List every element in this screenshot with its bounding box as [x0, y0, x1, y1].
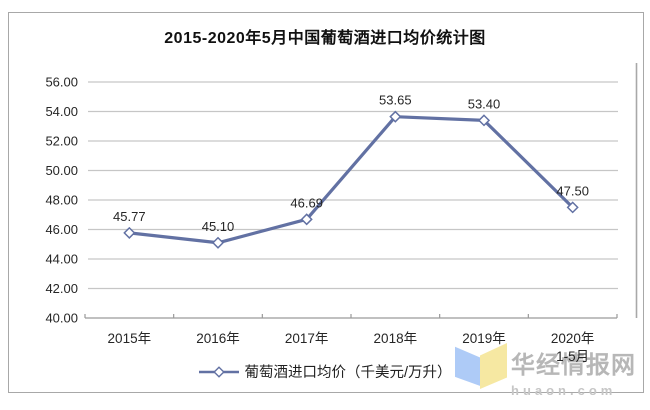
svg-text:2020年: 2020年	[551, 331, 595, 346]
chart-outer-border	[8, 12, 644, 393]
svg-text:45.77: 45.77	[113, 209, 146, 224]
svg-text:45.10: 45.10	[202, 219, 235, 234]
svg-text:53.40: 53.40	[468, 96, 501, 111]
svg-text:47.50: 47.50	[556, 183, 589, 198]
chart-title: 2015-2020年5月中国葡萄酒进口均价统计图	[164, 30, 486, 47]
svg-text:52.00: 52.00	[45, 134, 78, 149]
svg-text:44.00: 44.00	[45, 252, 78, 267]
svg-text:50.00: 50.00	[45, 163, 78, 178]
svg-text:42.00: 42.00	[45, 281, 78, 296]
legend-series-label: 葡萄酒进口均价（千美元/万升）	[244, 365, 452, 381]
svg-text:1-5月: 1-5月	[556, 349, 589, 364]
chart-legend: 葡萄酒进口均价（千美元/万升）	[0, 361, 650, 382]
svg-text:2019年: 2019年	[462, 331, 506, 346]
svg-text:2018年: 2018年	[374, 331, 418, 346]
svg-text:56.00: 56.00	[45, 75, 78, 90]
svg-text:2017年: 2017年	[285, 331, 329, 346]
svg-text:46.69: 46.69	[290, 195, 323, 210]
svg-text:2015年: 2015年	[108, 331, 152, 346]
svg-text:2016年: 2016年	[196, 331, 240, 346]
svg-text:53.65: 53.65	[379, 93, 412, 108]
legend-line-marker-icon	[199, 365, 240, 378]
svg-text:40.00: 40.00	[45, 311, 78, 326]
svg-text:54.00: 54.00	[45, 104, 78, 119]
svg-text:46.00: 46.00	[45, 222, 78, 237]
svg-text:48.00: 48.00	[45, 193, 78, 208]
